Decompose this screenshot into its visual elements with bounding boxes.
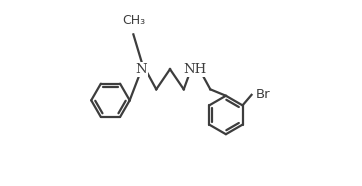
Text: Br: Br bbox=[256, 88, 271, 101]
Text: N: N bbox=[136, 63, 147, 76]
Text: NH: NH bbox=[183, 63, 206, 76]
Text: CH₃: CH₃ bbox=[122, 14, 145, 27]
